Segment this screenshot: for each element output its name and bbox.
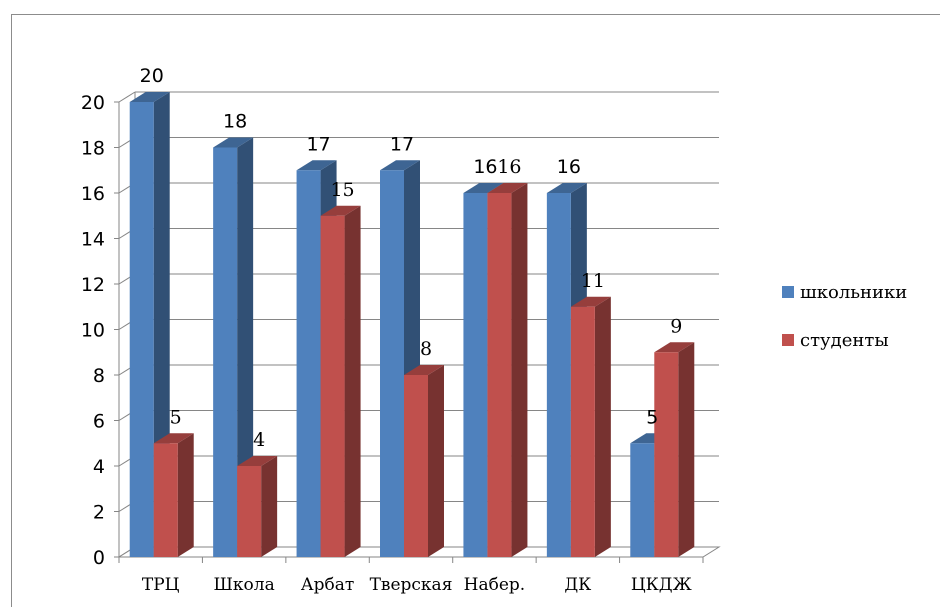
bar-top [546, 183, 587, 193]
bar-top [129, 92, 170, 102]
y-tick-label: 6 [93, 411, 105, 433]
bar-front [237, 466, 262, 557]
bar-series-2 [320, 205, 361, 557]
data-label: 4 [253, 429, 265, 451]
bar-series-2 [570, 296, 611, 557]
legend-label: студенты [800, 329, 889, 351]
legend: школьники студенты [782, 280, 932, 376]
bar-front [320, 215, 345, 557]
x-tick-label: Тверская [370, 575, 453, 595]
data-label: 16 [497, 156, 521, 178]
gridline-depth [118, 91, 136, 103]
y-tick-label: 10 [81, 320, 105, 342]
bar-front [380, 170, 404, 557]
bar-series-2 [487, 183, 528, 557]
bar-top [654, 342, 695, 353]
bar-top [380, 160, 420, 171]
bar-side [177, 433, 194, 557]
x-tick-label: Арбат [301, 575, 355, 595]
bar-side [344, 205, 361, 557]
bar-side [261, 456, 278, 557]
legend-entry-series-1: школьники [782, 280, 932, 304]
y-tick-label: 14 [81, 229, 105, 251]
bar-front [213, 147, 238, 557]
y-tick-label: 2 [93, 502, 105, 524]
bar-front [296, 170, 321, 557]
data-label: 5 [170, 406, 182, 428]
bar-front [546, 193, 571, 557]
bar-front [153, 443, 178, 557]
x-tick-label: ТРЦ [142, 575, 180, 595]
x-tick-label: Школа [214, 575, 275, 595]
bar-front [129, 102, 154, 557]
bar-front [404, 375, 428, 557]
data-label: 5 [646, 406, 658, 428]
legend-swatch [782, 334, 794, 346]
bar-front [654, 352, 679, 557]
data-label: 18 [223, 111, 247, 133]
bar-series-1 [213, 137, 254, 557]
y-tick-label: 4 [93, 456, 105, 478]
bar-top [153, 433, 194, 444]
data-label: 8 [420, 338, 432, 360]
bar-top [463, 183, 504, 193]
x-tick-label: ДК [564, 575, 591, 595]
bar-top [487, 183, 528, 193]
y-tick-label: 12 [81, 274, 105, 296]
legend-entry-series-2: студенты [782, 328, 932, 352]
bar-side [594, 296, 611, 557]
data-label: 17 [390, 133, 414, 155]
x-tick-label: ЦКДЖ [631, 575, 692, 595]
bar-series-2 [237, 456, 278, 557]
bar-top [237, 456, 278, 466]
data-label: 15 [330, 179, 354, 201]
bar-side [511, 183, 528, 557]
bar-series-2 [654, 342, 695, 557]
data-label: 20 [140, 65, 164, 87]
bar-front [487, 193, 512, 557]
data-label: 16 [473, 156, 497, 178]
x-tick-label: Набер. [464, 575, 526, 595]
bar-side [428, 365, 444, 557]
bar-top [296, 160, 337, 171]
bar-front [463, 193, 488, 557]
bar-top [404, 365, 444, 375]
y-tick-label: 16 [81, 183, 105, 205]
axis-layer: 0 2 4 6 8 10 12 14 16 18 20 ТРЦ Школа Арбат Тверская На… [81, 92, 704, 595]
bar-top [213, 137, 254, 148]
y-tick-label: 20 [81, 92, 105, 114]
bar-series-2 [153, 433, 194, 557]
y-tick-label: 0 [93, 547, 105, 569]
data-label: 16 [557, 156, 581, 178]
y-tick-label: 18 [81, 138, 105, 160]
legend-swatch [782, 286, 794, 298]
data-label: 11 [581, 270, 605, 292]
bar-top [320, 205, 361, 216]
data-label: 9 [670, 315, 682, 337]
legend-label: школьники [800, 281, 908, 303]
bar-top [570, 296, 611, 307]
bar-series-2 [404, 365, 444, 557]
bar-front [630, 443, 655, 557]
bar-front [570, 306, 595, 557]
y-tick-label: 8 [93, 365, 105, 387]
bar-side [237, 137, 254, 557]
data-label: 17 [306, 133, 330, 155]
bars-layer [129, 92, 695, 557]
bar-side [678, 342, 695, 557]
